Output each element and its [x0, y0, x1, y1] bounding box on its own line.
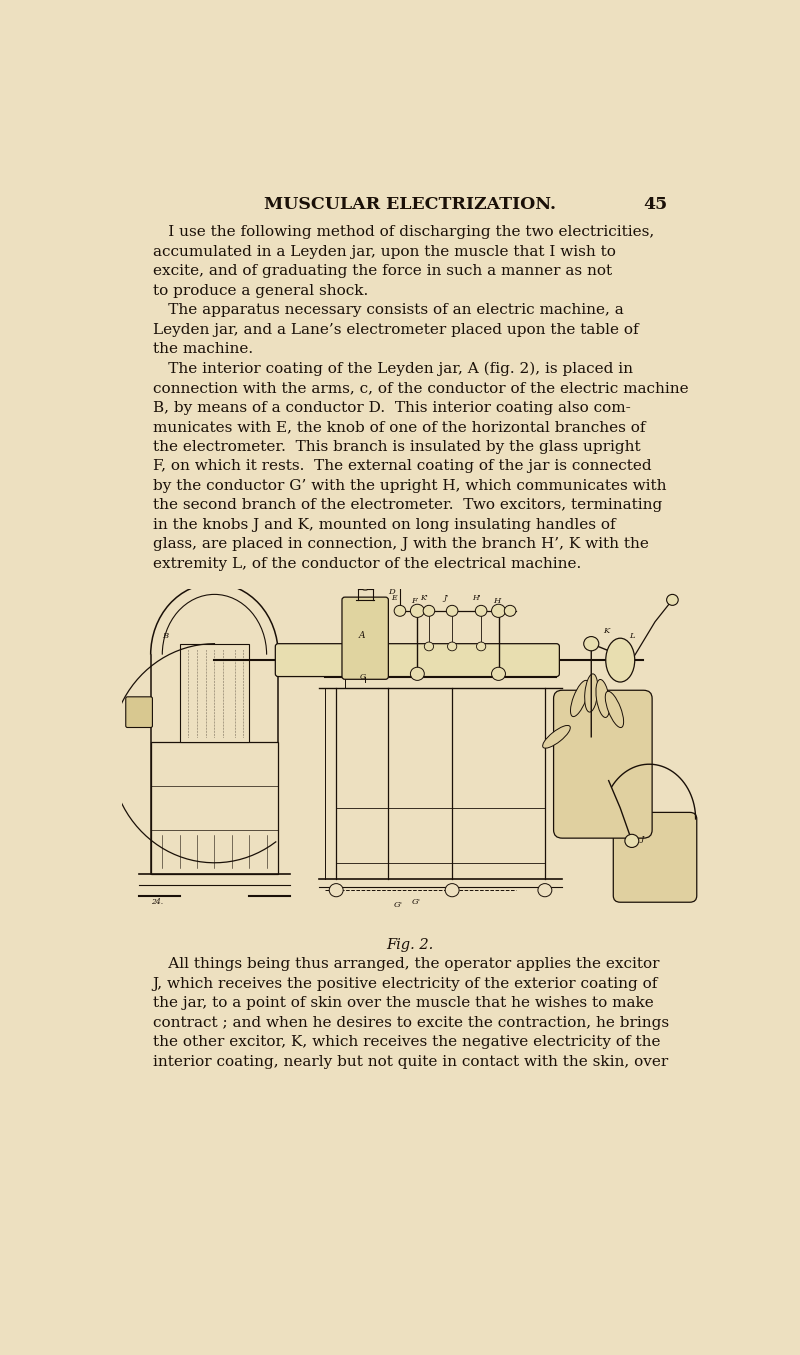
Text: the machine.: the machine.	[153, 343, 253, 356]
Text: MUSCULAR ELECTRIZATION.: MUSCULAR ELECTRIZATION.	[264, 196, 556, 213]
Text: All things being thus arranged, the operator applies the excitor: All things being thus arranged, the oper…	[153, 957, 659, 972]
Text: the second branch of the electrometer.  Two excitors, terminating: the second branch of the electrometer. T…	[153, 499, 662, 512]
Text: The interior coating of the Leyden jar, A (fig. 2), is placed in: The interior coating of the Leyden jar, …	[153, 362, 633, 377]
Text: municates with E, the knob of one of the horizontal branches of: municates with E, the knob of one of the…	[153, 420, 646, 435]
Text: excite, and of graduating the force in such a manner as not: excite, and of graduating the force in s…	[153, 264, 612, 278]
Text: glass, are placed in connection, J with the branch H’, K with the: glass, are placed in connection, J with …	[153, 538, 649, 551]
Text: F, on which it rests.  The external coating of the jar is connected: F, on which it rests. The external coati…	[153, 459, 651, 473]
Text: Leyden jar, and a Lane’s electrometer placed upon the table of: Leyden jar, and a Lane’s electrometer pl…	[153, 322, 638, 337]
Text: the electrometer.  This branch is insulated by the glass upright: the electrometer. This branch is insulat…	[153, 440, 640, 454]
Text: accumulated in a Leyden jar, upon the muscle that I wish to: accumulated in a Leyden jar, upon the mu…	[153, 245, 615, 259]
Text: extremity L, of the conductor of the electrical machine.: extremity L, of the conductor of the ele…	[153, 557, 581, 570]
Text: connection with the arms, c, of the conductor of the electric machine: connection with the arms, c, of the cond…	[153, 381, 688, 396]
Text: 45: 45	[643, 196, 667, 213]
Text: to produce a general shock.: to produce a general shock.	[153, 283, 368, 298]
Text: I use the following method of discharging the two electricities,: I use the following method of dischargin…	[153, 225, 654, 240]
Text: The apparatus necessary consists of an electric machine, a: The apparatus necessary consists of an e…	[153, 304, 623, 317]
Text: contract ; and when he desires to excite the contraction, he brings: contract ; and when he desires to excite…	[153, 1016, 669, 1030]
Text: B, by means of a conductor D.  This interior coating also com-: B, by means of a conductor D. This inter…	[153, 401, 630, 415]
Text: interior coating, nearly but not quite in contact with the skin, over: interior coating, nearly but not quite i…	[153, 1054, 668, 1069]
Text: J, which receives the positive electricity of the exterior coating of: J, which receives the positive electrici…	[153, 977, 658, 991]
Text: in the knobs J and K, mounted on long insulating handles of: in the knobs J and K, mounted on long in…	[153, 518, 615, 533]
Text: by the conductor G’ with the upright H, which communicates with: by the conductor G’ with the upright H, …	[153, 478, 666, 493]
Text: Fig. 2.: Fig. 2.	[386, 939, 434, 953]
Text: the jar, to a point of skin over the muscle that he wishes to make: the jar, to a point of skin over the mus…	[153, 996, 654, 1011]
Text: the other excitor, K, which receives the negative electricity of the: the other excitor, K, which receives the…	[153, 1035, 660, 1049]
